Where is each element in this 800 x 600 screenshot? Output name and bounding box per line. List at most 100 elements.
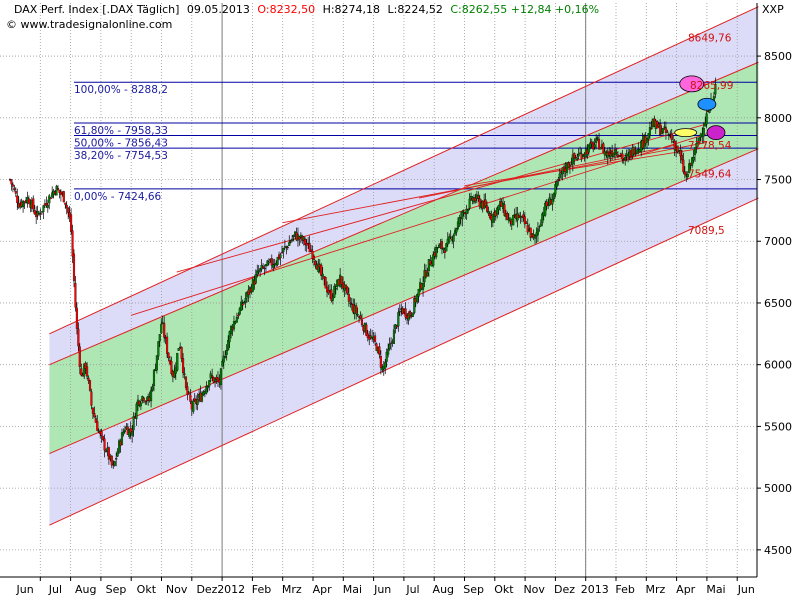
candle-body <box>113 461 116 466</box>
svg-text:DAX Perf. Index [.DAX Täglich: DAX Perf. Index [.DAX Täglich] 09.05.201… <box>14 3 599 16</box>
y-tick-label: 8000 <box>764 112 792 125</box>
candle-body <box>96 421 99 431</box>
candle-body <box>173 370 176 378</box>
marker-yellow <box>674 128 698 138</box>
candle-body <box>570 164 573 166</box>
candle-body <box>192 400 195 412</box>
candle-body <box>445 243 448 252</box>
x-tick-label: 2013 <box>581 583 609 596</box>
channel-lines <box>49 6 759 526</box>
candle-body <box>683 171 686 175</box>
candle-body <box>257 271 260 273</box>
channel-mid-lower <box>49 148 759 455</box>
candle-body <box>282 248 285 253</box>
candle-body <box>346 286 349 294</box>
candle-body <box>232 321 236 330</box>
candle-body <box>680 155 683 161</box>
candle-body <box>225 349 228 355</box>
x-tick-label: Mai <box>343 583 362 596</box>
candle-body <box>503 204 506 216</box>
x-tick-label: Dez <box>196 583 217 596</box>
candle-body <box>166 336 169 354</box>
x-tick-label: Apr <box>313 583 333 596</box>
candle-body <box>145 400 148 402</box>
candle-body <box>378 346 381 355</box>
candle-body <box>408 311 412 318</box>
candle-body <box>497 205 500 211</box>
candle-body <box>525 222 528 224</box>
candle-body <box>347 294 350 302</box>
x-tick-label: Nov <box>523 583 545 596</box>
candle-body <box>310 249 313 252</box>
candle-body <box>299 234 302 238</box>
candle-body <box>360 319 364 326</box>
candle-body <box>404 308 407 318</box>
x-tick-label: Jul <box>48 583 62 596</box>
candle-body <box>453 230 457 235</box>
candle-body <box>182 358 185 374</box>
trend-line-a <box>176 123 708 273</box>
channel-lower <box>49 197 759 526</box>
fib-label: 61,80% - 7958,33 <box>74 125 168 137</box>
candle-body <box>208 380 211 387</box>
candle-body <box>279 254 282 259</box>
candle-body <box>661 128 665 133</box>
candle-body <box>59 191 62 195</box>
channel-value-label: 7549,64 <box>688 168 732 180</box>
candle-body <box>388 343 391 350</box>
candle-body <box>465 208 468 215</box>
candle-body <box>65 204 68 208</box>
candle-body <box>379 355 382 368</box>
x-tick-label: Sep <box>463 583 484 596</box>
marker-magenta-top <box>679 75 705 93</box>
candle-body <box>702 127 705 137</box>
candle-body <box>267 261 270 264</box>
candle-body <box>292 234 295 237</box>
x-tick-label: Aug <box>75 583 96 596</box>
candle-body <box>90 391 93 406</box>
candle-body <box>340 276 343 285</box>
candle-body <box>91 407 94 414</box>
channel-mid-upper <box>49 61 759 366</box>
candle-body <box>238 308 241 315</box>
candle-body <box>276 256 279 265</box>
candle-body <box>551 199 554 205</box>
candle-body <box>241 303 244 306</box>
candle-body <box>22 200 25 208</box>
candle-body <box>87 377 90 382</box>
candle-body <box>637 148 640 151</box>
candle-body <box>161 322 164 324</box>
candle-body <box>664 127 667 133</box>
candle-body <box>58 189 61 193</box>
candle-body <box>544 202 547 216</box>
channel-value-label: 7089,5 <box>688 225 725 237</box>
candle-body <box>93 413 96 418</box>
candle-body <box>272 264 275 268</box>
channel-value-label: 7778,54 <box>688 140 732 152</box>
x-tick-label: 2012 <box>217 583 245 596</box>
header-low: L:8224,52 <box>388 3 443 16</box>
candle-body <box>647 133 650 140</box>
candle-body <box>27 198 30 204</box>
candle-body <box>344 284 348 289</box>
annotations: 8649,76 8265,99 7778,54 7549,64 7089,5 <box>688 33 733 238</box>
candle-body <box>196 399 199 405</box>
candle-body <box>187 392 190 394</box>
candle-body <box>355 305 358 314</box>
candle-body <box>421 283 425 290</box>
candle-body <box>176 352 179 371</box>
candle-body <box>321 273 324 277</box>
candle-body <box>142 397 145 401</box>
candle-body <box>413 297 416 313</box>
fib-label: 50,00% - 7856,43 <box>74 138 168 150</box>
candle-body <box>266 260 269 267</box>
candle-body <box>102 436 105 440</box>
candle-body <box>177 348 180 351</box>
candle-body <box>32 198 35 210</box>
y-tick-label: 7000 <box>764 235 792 248</box>
candle-body <box>183 373 186 375</box>
candle-body <box>56 188 60 190</box>
candle-body <box>251 279 254 292</box>
candle-body <box>75 307 78 329</box>
